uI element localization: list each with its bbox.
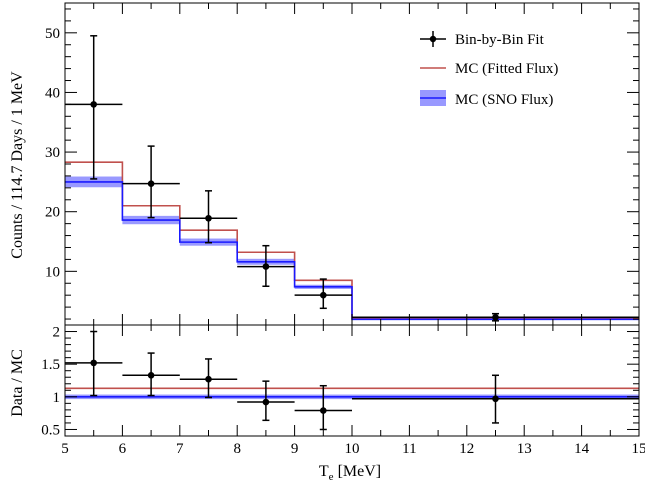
data-point-marker: [492, 313, 499, 321]
ratio-point-marker: [205, 375, 212, 383]
x-axis-label-main: T: [319, 463, 329, 480]
ratio-mc-lines: [65, 387, 639, 398]
ratio-data-points: [65, 330, 639, 431]
x-axis-label: Te [MeV]: [319, 463, 381, 483]
data-point-marker: [147, 180, 155, 187]
mc-sno-flux-line: [65, 181, 639, 321]
data-point-marker: [205, 214, 212, 222]
top-y-tick-label: 30: [45, 145, 60, 161]
legend-data-label: Bin-by-Bin Fit: [455, 32, 545, 48]
x-tick-label: 6: [119, 441, 127, 457]
top-y-axis-label: Counts / 114.7 Days / 1 MeV: [9, 71, 26, 259]
ratio-point-marker: [147, 371, 155, 379]
ratio-point-marker: [320, 407, 327, 414]
top-y-tick-label: 10: [45, 264, 60, 280]
ratio-point-marker: [492, 395, 499, 403]
x-tick-label: 8: [233, 441, 241, 457]
data-point-marker: [90, 101, 97, 108]
top-mc-lines: [65, 161, 639, 321]
x-tick-label: 15: [632, 441, 645, 457]
x-tick-label: 10: [345, 441, 360, 457]
legend-fitted-label: MC (Fitted Flux): [455, 61, 558, 77]
x-axis-label-unit: [MeV]: [334, 463, 382, 480]
x-tick-label: 9: [291, 441, 299, 457]
x-axis-label-sub: e: [329, 471, 334, 483]
x-tick-label: 5: [61, 441, 69, 457]
top-axes: 10 20 30 40 50: [45, 2, 640, 326]
bottom-y-tick-label: 2: [53, 325, 61, 341]
ratio-point-marker: [262, 398, 270, 406]
bottom-y-tick-label: 1.5: [41, 357, 60, 373]
x-tick-label: 12: [459, 441, 474, 457]
legend-sno-label: MC (SNO Flux): [455, 92, 553, 108]
legend: Bin-by-Bin Fit MC (Fitted Flux) MC (SNO …: [420, 31, 558, 108]
ratio-point-marker: [90, 359, 97, 367]
data-point-marker: [262, 263, 270, 270]
top-y-tick-label: 20: [45, 205, 60, 221]
top-y-tick-label: 40: [45, 85, 60, 101]
bottom-y-tick-label: 1: [53, 390, 61, 406]
x-tick-label: 14: [574, 441, 590, 457]
data-point-marker: [320, 291, 327, 299]
top-y-tick-label: 50: [45, 26, 60, 42]
legend-data-marker: [429, 35, 437, 43]
bottom-y-tick-label: 0.5: [41, 422, 60, 438]
x-tick-label: 13: [517, 441, 532, 457]
x-tick-label: 11: [402, 441, 416, 457]
top-data-points: [65, 35, 639, 322]
bottom-y-axis-label: Data / MC: [9, 349, 26, 417]
bottom-axes: 5 6 7 8 9 10 11 12 13 14 15 0.5 1 1.5 2: [41, 324, 645, 457]
x-tick-label: 7: [176, 441, 184, 457]
